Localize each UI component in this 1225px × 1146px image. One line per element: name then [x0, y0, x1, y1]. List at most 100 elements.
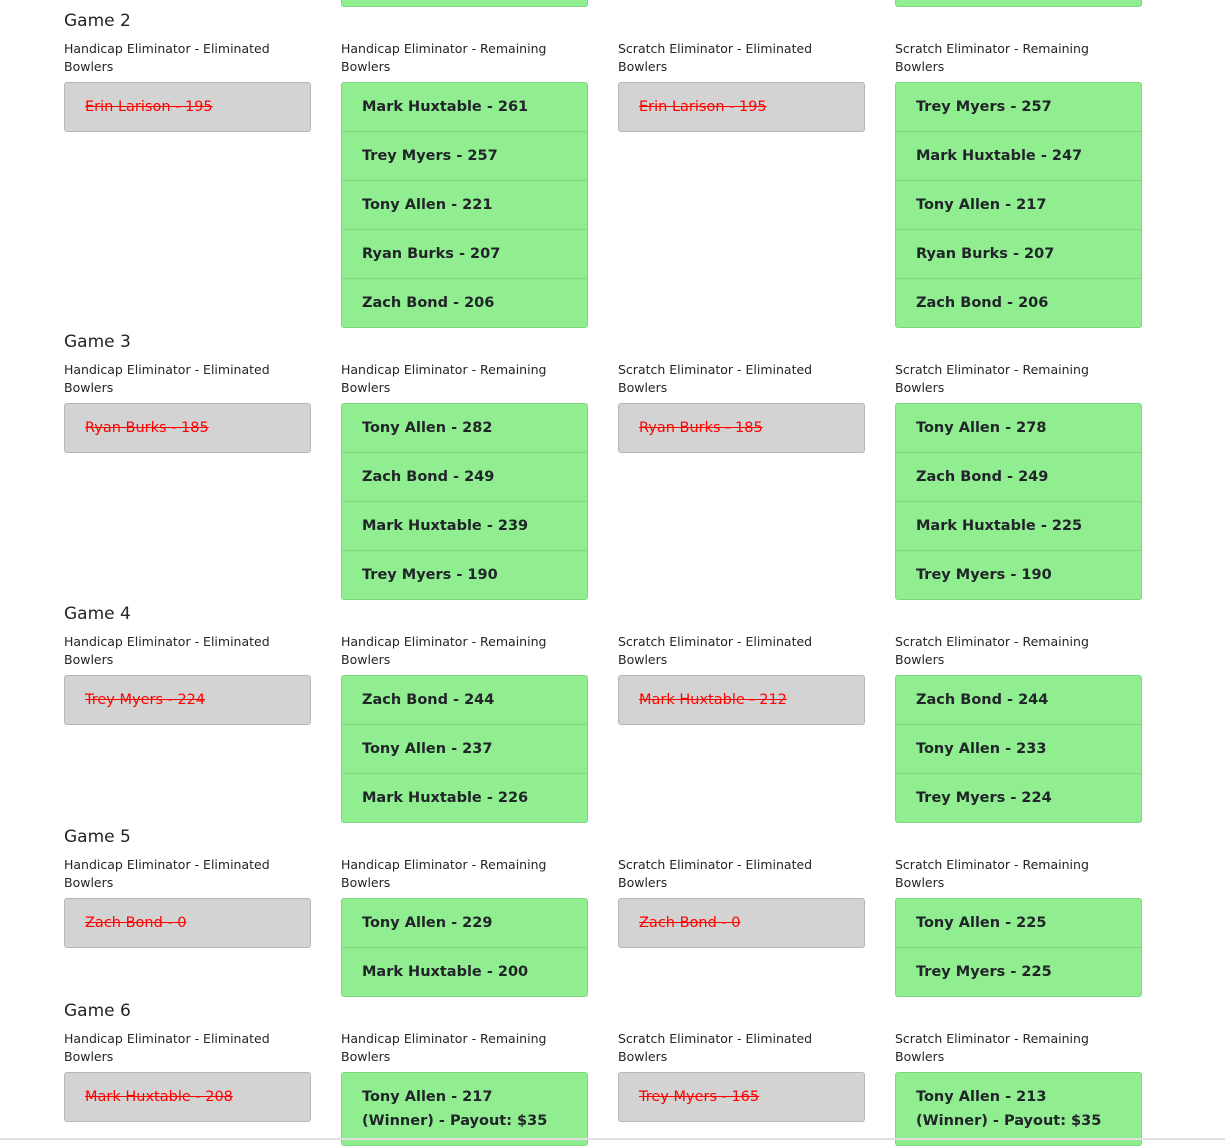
- handicap-remaining-label: Handicap Eliminator - Remaining Bowlers: [341, 41, 547, 74]
- handicap-eliminated-label: Handicap Eliminator - Eliminated Bowlers: [64, 634, 270, 667]
- scratch-remaining-label: Scratch Eliminator - Remaining Bowlers: [895, 634, 1089, 667]
- remaining-bowler: Trey Myers - 190: [896, 550, 1141, 599]
- remaining-bowler: Tony Allen - 237: [342, 724, 587, 773]
- scratch-eliminated-label: Scratch Eliminator - Eliminated Bowlers: [618, 41, 813, 74]
- game-title: Game 3: [64, 332, 131, 352]
- scratch-eliminated-column: Scratch Eliminator - Eliminated Bowlers M…: [618, 633, 865, 823]
- remaining-bowler: Ryan Burks - 207: [342, 229, 587, 278]
- scratch-eliminated-column: Scratch Eliminator - Eliminated Bowlers R…: [618, 361, 865, 600]
- handicap-eliminated-column: Handicap Eliminator - Eliminated Bowlers…: [64, 856, 311, 997]
- eliminated-bowler: Trey Myers - 224: [85, 692, 206, 708]
- eliminated-bowler: Mark Huxtable - 208: [85, 1089, 233, 1105]
- handicap-remaining-column: Handicap Eliminator - Remaining Bowlers M…: [341, 40, 588, 328]
- handicap-remaining-list: Tony Allen - 217 (Winner) - Payout: $35: [341, 1072, 588, 1146]
- eliminated-bowler: Erin Larison - 195: [85, 99, 213, 115]
- handicap-eliminated-label: Handicap Eliminator - Eliminated Bowlers: [64, 41, 270, 74]
- remaining-bowler: Tony Allen - 217: [896, 180, 1141, 229]
- remaining-bowler: Mark Huxtable - 225: [896, 501, 1141, 550]
- handicap-eliminated-list: Ryan Burks - 185: [64, 403, 311, 453]
- remaining-bowler: Tony Allen - 225: [916, 915, 1047, 931]
- handicap-eliminated-column: Handicap Eliminator - Eliminated Bowlers…: [64, 1030, 311, 1146]
- handicap-remaining-label: Handicap Eliminator - Remaining Bowlers: [341, 362, 547, 395]
- eliminated-bowler: Mark Huxtable - 212: [639, 692, 787, 708]
- handicap-remaining-list: Tony Allen - 229 Mark Huxtable - 200: [341, 898, 588, 997]
- handicap-eliminated-label: Handicap Eliminator - Eliminated Bowlers: [64, 362, 270, 395]
- scratch-remaining-label: Scratch Eliminator - Remaining Bowlers: [895, 41, 1089, 74]
- handicap-remaining-column: Handicap Eliminator - Remaining Bowlers T…: [341, 856, 588, 997]
- scratch-eliminated-list: Ryan Burks - 185: [618, 403, 865, 453]
- remaining-bowler: Mark Huxtable - 226: [342, 773, 587, 822]
- scratch-eliminated-list: Zach Bond - 0: [618, 898, 865, 948]
- scratch-remaining-label: Scratch Eliminator - Remaining Bowlers: [895, 857, 1089, 890]
- game-title: Game 6: [64, 1001, 131, 1021]
- remaining-bowler: Tony Allen - 282: [362, 420, 493, 436]
- remaining-bowler: Ryan Burks - 207: [896, 229, 1141, 278]
- handicap-remaining-list: Zach Bond - 244 Tony Allen - 237 Mark Huxt…: [341, 675, 588, 823]
- scratch-eliminated-label: Scratch Eliminator - Eliminated Bowlers: [618, 857, 813, 890]
- remaining-bowler: Tony Allen - 213 (Winner) - Payout: $35: [916, 1089, 1102, 1129]
- scratch-remaining-column: Scratch Eliminator - Remaining Bowlers Tr…: [895, 40, 1142, 328]
- remaining-bowler: Mark Huxtable - 200: [342, 947, 587, 996]
- remaining-bowler: Tony Allen - 229: [362, 915, 493, 931]
- remaining-bowler: Tony Allen - 217 (Winner) - Payout: $35: [362, 1089, 548, 1129]
- remaining-bowler: Trey Myers - 257: [342, 131, 587, 180]
- results-container: Game 2 Handicap Eliminator - Eliminated B…: [64, 0, 1144, 1146]
- remaining-bowler: Trey Myers - 257: [916, 99, 1052, 115]
- scratch-remaining-list: Tony Allen - 225 Trey Myers - 225: [895, 898, 1142, 997]
- remaining-bowler: Tony Allen - 221: [342, 180, 587, 229]
- remaining-bowler: Zach Bond - 249: [342, 452, 587, 501]
- remaining-bowler: Mark Huxtable - 239: [342, 501, 587, 550]
- previous-game-tail: [64, 0, 1144, 7]
- game-section: Game 6 Handicap Eliminator - Eliminated B…: [64, 1000, 1144, 1146]
- eliminated-bowler: Zach Bond - 0: [639, 915, 741, 931]
- game-title: Game 5: [64, 827, 131, 847]
- eliminated-bowler: Trey Myers - 165: [639, 1089, 760, 1105]
- game-section: Game 3 Handicap Eliminator - Eliminated B…: [64, 331, 1144, 600]
- handicap-remaining-label: Handicap Eliminator - Remaining Bowlers: [341, 634, 547, 667]
- game-title: Game 4: [64, 604, 131, 624]
- page-bottom-border: [0, 1138, 1225, 1140]
- scratch-eliminated-label: Scratch Eliminator - Eliminated Bowlers: [618, 362, 813, 395]
- eliminated-bowler: Zach Bond - 0: [85, 915, 187, 931]
- scratch-eliminated-list: Mark Huxtable - 212: [618, 675, 865, 725]
- remaining-bowler: Trey Myers - 190: [342, 550, 587, 599]
- scratch-remaining-column: Scratch Eliminator - Remaining Bowlers To…: [895, 361, 1142, 600]
- remaining-list-partial: [341, 0, 588, 7]
- handicap-eliminated-list: Zach Bond - 0: [64, 898, 311, 948]
- handicap-eliminated-list: Mark Huxtable - 208: [64, 1072, 311, 1122]
- remaining-bowler: Mark Huxtable - 247: [896, 131, 1141, 180]
- handicap-eliminated-label: Handicap Eliminator - Eliminated Bowlers: [64, 1031, 270, 1064]
- scratch-eliminated-column: Scratch Eliminator - Eliminated Bowlers Z…: [618, 856, 865, 997]
- game-title: Game 2: [64, 11, 131, 31]
- scratch-eliminated-list: Erin Larison - 195: [618, 82, 865, 132]
- handicap-remaining-column: Handicap Eliminator - Remaining Bowlers Z…: [341, 633, 588, 823]
- scratch-remaining-list: Tony Allen - 213 (Winner) - Payout: $35: [895, 1072, 1142, 1146]
- handicap-eliminated-column: Handicap Eliminator - Eliminated Bowlers…: [64, 40, 311, 328]
- scratch-eliminated-label: Scratch Eliminator - Eliminated Bowlers: [618, 1031, 813, 1064]
- handicap-remaining-label: Handicap Eliminator - Remaining Bowlers: [341, 1031, 547, 1064]
- remaining-bowler: Zach Bond - 249: [896, 452, 1141, 501]
- remaining-bowler: Trey Myers - 224: [896, 773, 1141, 822]
- remaining-bowler: Mark Huxtable - 261: [362, 99, 529, 115]
- scratch-remaining-column: Scratch Eliminator - Remaining Bowlers Za…: [895, 633, 1142, 823]
- game-section: Game 5 Handicap Eliminator - Eliminated B…: [64, 826, 1144, 997]
- handicap-remaining-list: Tony Allen - 282 Zach Bond - 249 Mark Huxt…: [341, 403, 588, 600]
- scratch-remaining-column: Scratch Eliminator - Remaining Bowlers To…: [895, 1030, 1142, 1146]
- remaining-list-partial: [895, 0, 1142, 7]
- scratch-remaining-column: Scratch Eliminator - Remaining Bowlers To…: [895, 856, 1142, 997]
- handicap-remaining-column: Handicap Eliminator - Remaining Bowlers T…: [341, 1030, 588, 1146]
- handicap-remaining-column: Handicap Eliminator - Remaining Bowlers T…: [341, 361, 588, 600]
- handicap-remaining-label: Handicap Eliminator - Remaining Bowlers: [341, 857, 547, 890]
- scratch-remaining-label: Scratch Eliminator - Remaining Bowlers: [895, 362, 1089, 395]
- handicap-eliminated-list: Erin Larison - 195: [64, 82, 311, 132]
- scratch-remaining-list: Trey Myers - 257 Mark Huxtable - 247 Tony …: [895, 82, 1142, 328]
- scratch-eliminated-list: Trey Myers - 165: [618, 1072, 865, 1122]
- scratch-remaining-list: Tony Allen - 278 Zach Bond - 249 Mark Huxt…: [895, 403, 1142, 600]
- handicap-remaining-list: Mark Huxtable - 261 Trey Myers - 257 Tony …: [341, 82, 588, 328]
- remaining-bowler: Zach Bond - 206: [896, 278, 1141, 327]
- handicap-eliminated-label: Handicap Eliminator - Eliminated Bowlers: [64, 857, 270, 890]
- scratch-eliminated-column: Scratch Eliminator - Eliminated Bowlers T…: [618, 1030, 865, 1146]
- remaining-bowler: Zach Bond - 244: [362, 692, 495, 708]
- handicap-eliminated-list: Trey Myers - 224: [64, 675, 311, 725]
- remaining-bowler: Trey Myers - 225: [896, 947, 1141, 996]
